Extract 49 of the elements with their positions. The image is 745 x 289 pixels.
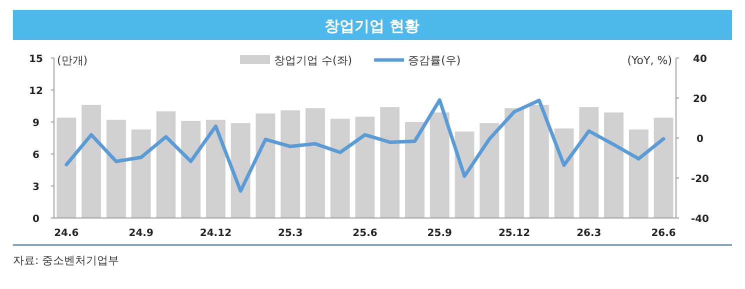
x-tick-label: 24.12: [200, 228, 232, 239]
bar: [306, 108, 325, 218]
bar: [480, 123, 500, 218]
bar: [181, 120, 201, 218]
y2-tick-label: 40: [693, 54, 707, 65]
bar: [280, 110, 300, 218]
bar: [256, 113, 276, 218]
y-axis-title: (만개): [57, 54, 88, 67]
bar: [156, 111, 176, 218]
bar: [206, 120, 226, 218]
bar: [230, 123, 250, 218]
bar: [579, 107, 599, 218]
x-tick-label: 26.3: [576, 228, 602, 239]
bar: [380, 107, 400, 218]
bar: [355, 116, 375, 218]
x-tick-label: 26.6: [651, 228, 676, 239]
bar: [604, 112, 624, 218]
x-tick-label: 25.3: [278, 228, 303, 239]
y-tick-label: 12: [29, 86, 43, 97]
y-tick-label: 9: [32, 118, 40, 129]
bar: [628, 129, 648, 218]
bar: [430, 112, 450, 218]
bar: [529, 104, 549, 218]
x-tick-label: 25.9: [427, 228, 452, 239]
y-tick-label: 3: [32, 182, 40, 193]
y-tick-label: 0: [32, 214, 40, 225]
bar: [504, 108, 524, 218]
x-tick-label: 25.12: [498, 228, 530, 239]
chart-title: 창업기업 현황: [324, 17, 420, 35]
y2-axis-title: (YoY, %): [627, 54, 672, 67]
bar: [82, 104, 102, 218]
bar: [106, 120, 126, 218]
x-tick-label: 24.9: [128, 228, 154, 239]
y2-tick-label: 20: [693, 94, 707, 105]
legend-label: 증감률(우): [408, 54, 461, 67]
x-tick-label: 24.6: [54, 228, 79, 239]
bar: [405, 122, 424, 218]
y2-tick-label: -40: [690, 214, 710, 225]
x-tick-label: 25.6: [352, 228, 378, 239]
bar: [654, 118, 674, 218]
y-tick-label: 6: [32, 150, 40, 161]
y2-tick-label: -20: [690, 174, 710, 185]
y-tick-label: 15: [29, 54, 43, 65]
bar: [56, 118, 76, 218]
bar: [131, 129, 151, 218]
text: 자료: 중소벤처기업부: [13, 254, 120, 267]
bar: [330, 118, 350, 218]
legend-label: 창업기업 수(좌): [274, 54, 352, 67]
y2-tick-label: 0: [696, 134, 704, 145]
